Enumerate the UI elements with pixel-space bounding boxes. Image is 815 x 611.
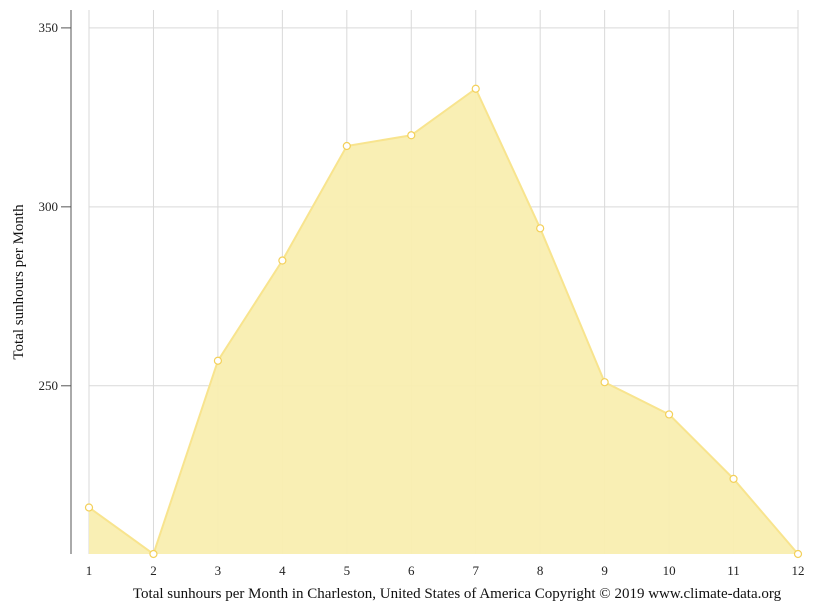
y-tick-label-350: 350 bbox=[39, 20, 59, 35]
data-point-9 bbox=[600, 378, 609, 387]
x-tick-label-2: 2 bbox=[150, 563, 157, 578]
x-tick-label-7: 7 bbox=[472, 563, 479, 578]
x-tick-label-9: 9 bbox=[601, 563, 608, 578]
data-point-1 bbox=[84, 503, 94, 512]
x-tick-label-4: 4 bbox=[279, 563, 286, 578]
x-tick-label-6: 6 bbox=[408, 563, 415, 578]
area-line bbox=[88, 87, 799, 556]
area-fill bbox=[89, 88, 798, 554]
x-tick-label-3: 3 bbox=[215, 563, 222, 578]
x-tick-label-12: 12 bbox=[792, 563, 805, 578]
data-point-12 bbox=[793, 549, 803, 559]
x-tick-label-8: 8 bbox=[537, 563, 544, 578]
data-point-10 bbox=[664, 410, 674, 419]
chart-caption: Total sunhours per Month in Charleston, … bbox=[133, 586, 782, 602]
x-tick-label-11: 11 bbox=[727, 563, 740, 578]
data-points bbox=[84, 84, 803, 559]
area-series bbox=[88, 87, 799, 556]
x-tick-label-5: 5 bbox=[344, 563, 351, 578]
data-point-2 bbox=[149, 549, 158, 559]
data-point-11 bbox=[729, 474, 738, 483]
data-point-8 bbox=[536, 224, 545, 233]
data-point-7 bbox=[471, 84, 480, 93]
data-point-4 bbox=[278, 256, 287, 265]
x-tick-label-1: 1 bbox=[86, 563, 93, 578]
y-tick-label-300: 300 bbox=[39, 199, 59, 214]
data-point-3 bbox=[213, 356, 223, 365]
data-point-5 bbox=[342, 141, 351, 151]
data-point-6 bbox=[407, 131, 416, 140]
axes bbox=[61, 10, 72, 554]
x-tick-label-10: 10 bbox=[663, 563, 676, 578]
y-tick-label-250: 250 bbox=[39, 378, 59, 393]
y-axis-title: Total sunhours per Month bbox=[11, 204, 27, 360]
